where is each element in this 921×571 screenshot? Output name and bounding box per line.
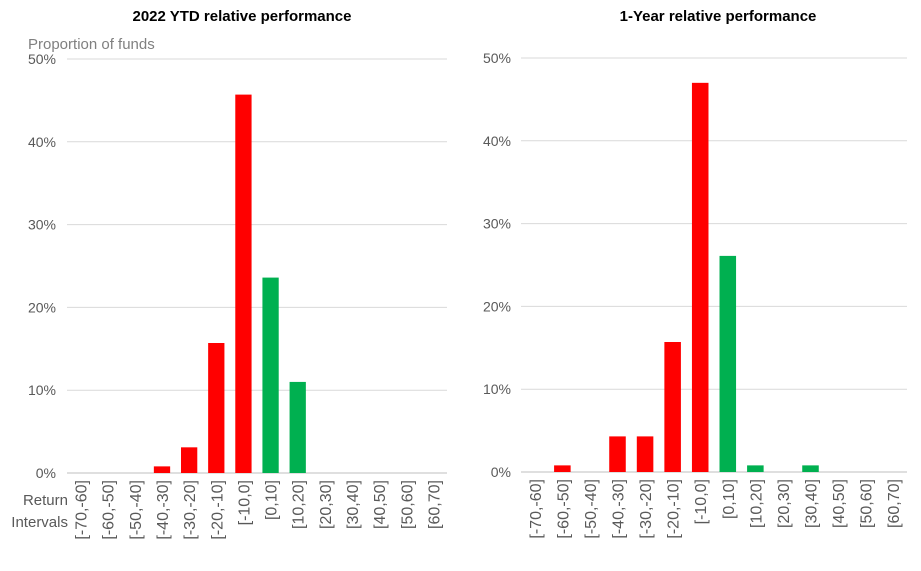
x-tick-label: [60,70] <box>886 479 903 528</box>
bar <box>554 465 571 472</box>
bar <box>153 466 171 473</box>
x-tick-label: [-10,0] <box>236 480 253 525</box>
x-tick-label: [-20,-10] <box>209 480 226 540</box>
x-tick-label: [20,30] <box>776 479 793 528</box>
x-tick-label: [0,10] <box>721 479 738 519</box>
chart-title: 1-Year relative performance <box>620 8 817 25</box>
x-tick-label: [-60,-50] <box>101 480 118 540</box>
x-tick-label: [50,60] <box>859 479 876 528</box>
x-tick-label: [0,10] <box>264 480 281 520</box>
x-tick-label: [-50,-40] <box>583 479 600 539</box>
bar <box>262 277 279 473</box>
x-tick-label: [-30,-20] <box>638 479 655 539</box>
bar <box>802 465 819 472</box>
x-tick-label: [30,40] <box>804 479 821 528</box>
x-tick-label: [40,50] <box>831 479 848 528</box>
x-tick-label: [10,20] <box>291 480 308 529</box>
y-tick-label: 30% <box>28 217 56 233</box>
chart-panel-1: 2022 YTD relative performance 0% 10% 20% 30%… <box>11 8 447 540</box>
x-tick-label: [20,30] <box>318 480 335 529</box>
y-tick-label: 50% <box>483 50 511 66</box>
x-tick-label: [30,40] <box>345 480 362 529</box>
bar <box>636 436 654 472</box>
bar <box>289 381 306 473</box>
y-axis-label: Proportion of funds <box>28 36 155 53</box>
bar <box>719 255 737 472</box>
bar <box>664 342 681 472</box>
bar <box>747 465 764 472</box>
y-tick-label: 30% <box>483 216 511 232</box>
y-tick-label: 10% <box>28 382 56 398</box>
bar <box>609 436 626 472</box>
y-tick-label: 0% <box>36 465 56 481</box>
x-tick-label: [-50,-40] <box>128 480 145 540</box>
x-tick-label: [-10,0] <box>693 479 710 524</box>
y-tick-label: 50% <box>28 51 56 67</box>
x-tick-label: [50,60] <box>399 480 416 529</box>
bar <box>235 94 252 473</box>
y-tick-label: 40% <box>483 133 511 149</box>
bar <box>691 82 709 472</box>
y-tick-label: 10% <box>483 381 511 397</box>
x-tick-label: [-70,-60] <box>74 480 91 540</box>
x-tick-label: [40,50] <box>372 480 389 529</box>
chart-panel-2: 1-Year relative performance 0% 10% 20% 30% 40… <box>483 8 907 539</box>
x-tick-label: [-60,-50] <box>555 479 572 539</box>
x-axis-label-line-1: Return <box>23 492 68 509</box>
y-tick-label: 0% <box>491 464 511 480</box>
x-tick-label: [-70,-60] <box>528 479 545 539</box>
x-tick-label: [-20,-10] <box>666 479 683 539</box>
bar <box>181 447 198 473</box>
x-tick-label: [-30,-20] <box>182 480 199 540</box>
x-tick-label: [-40,-30] <box>611 479 628 539</box>
x-tick-label: [-40,-30] <box>155 480 172 540</box>
x-tick-label: [10,20] <box>748 479 765 528</box>
y-tick-label: 40% <box>28 134 56 150</box>
x-axis-label-line-2: Intervals <box>11 514 68 531</box>
x-tick-label: [60,70] <box>426 480 443 529</box>
y-tick-label: 20% <box>483 298 511 314</box>
y-tick-label: 20% <box>28 299 56 315</box>
chart-title: 2022 YTD relative performance <box>132 8 351 25</box>
bar <box>208 343 225 473</box>
